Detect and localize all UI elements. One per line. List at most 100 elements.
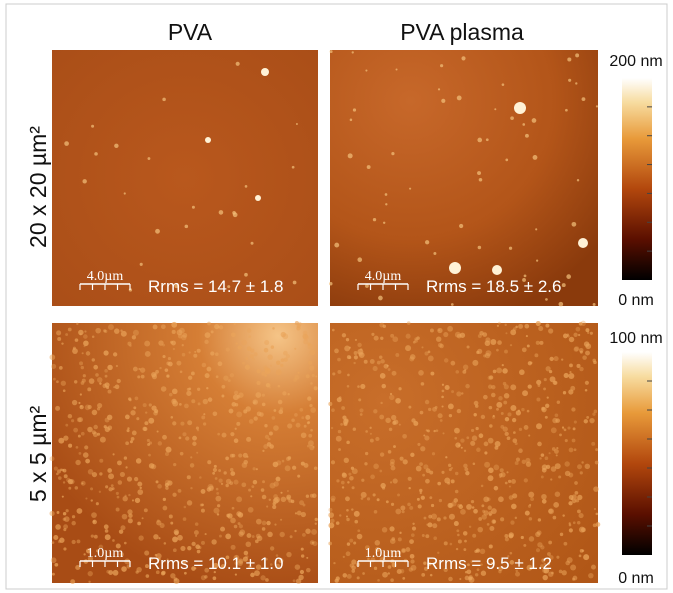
grain — [196, 549, 201, 554]
grain — [139, 367, 146, 373]
grain — [577, 521, 581, 525]
grain — [255, 539, 259, 544]
grain — [85, 351, 91, 356]
grain — [337, 429, 342, 434]
grain — [190, 371, 195, 376]
grain — [81, 482, 84, 485]
grain — [456, 95, 462, 101]
grain — [230, 332, 236, 338]
grain — [172, 347, 176, 351]
grain — [282, 333, 289, 340]
grain — [233, 438, 239, 444]
colorbar-max: 100 nm — [609, 330, 662, 347]
grain — [373, 409, 378, 414]
grain — [448, 413, 453, 418]
grain — [61, 495, 64, 498]
grain — [79, 361, 84, 366]
grain — [287, 423, 293, 429]
grain — [541, 406, 547, 413]
grain — [57, 476, 62, 480]
grain — [426, 429, 430, 433]
grain — [462, 531, 468, 536]
grain — [382, 571, 388, 578]
grain — [135, 570, 139, 574]
grain — [280, 491, 283, 494]
grain — [503, 400, 508, 405]
grain — [545, 403, 550, 408]
grain — [191, 205, 195, 209]
grain — [268, 431, 273, 436]
grain — [339, 514, 342, 517]
grain — [420, 495, 425, 500]
grain — [547, 552, 551, 556]
grain — [91, 358, 95, 362]
grain — [218, 210, 224, 215]
grain — [168, 514, 173, 519]
grain — [61, 342, 64, 345]
grain — [555, 454, 558, 457]
grain — [419, 462, 423, 467]
grain — [370, 474, 375, 480]
grain — [531, 118, 537, 123]
grain — [204, 567, 210, 573]
grain — [296, 510, 302, 516]
grain — [472, 462, 476, 466]
grain — [84, 330, 87, 333]
grain — [506, 436, 511, 441]
grain — [75, 564, 81, 571]
grain — [481, 504, 485, 508]
grain — [366, 165, 371, 169]
grain — [178, 327, 185, 334]
grain — [267, 531, 273, 538]
grain — [550, 478, 553, 481]
grain — [272, 502, 276, 506]
grain — [492, 414, 495, 417]
particle — [261, 68, 269, 76]
grain — [562, 427, 565, 430]
grain — [541, 467, 547, 473]
grain — [492, 369, 497, 374]
grain — [410, 564, 417, 571]
afm-surface — [52, 50, 318, 306]
grain — [213, 464, 217, 468]
grain — [255, 564, 262, 570]
grain — [365, 284, 369, 288]
grain — [201, 503, 204, 507]
grain — [120, 329, 123, 332]
grain — [274, 523, 277, 526]
grain — [466, 436, 470, 440]
grain — [288, 498, 293, 503]
grain — [220, 526, 226, 532]
grain — [137, 481, 143, 487]
grain — [278, 558, 284, 564]
grain — [248, 419, 254, 424]
grain — [353, 351, 358, 355]
grain — [535, 228, 538, 231]
scale-bar-label: 1.0µm — [87, 546, 124, 561]
grain — [264, 340, 270, 346]
grain — [427, 355, 434, 362]
grain — [236, 511, 242, 517]
grain — [341, 486, 345, 489]
grain — [431, 452, 436, 456]
grain — [360, 491, 367, 498]
grain — [427, 561, 432, 566]
grain — [541, 493, 547, 500]
grain — [170, 573, 176, 579]
grain — [181, 344, 184, 347]
grain — [76, 508, 83, 514]
grain — [195, 534, 198, 537]
grain — [172, 492, 177, 497]
grain — [438, 498, 443, 503]
grain — [231, 402, 237, 407]
grain — [138, 535, 144, 541]
grain — [497, 340, 502, 345]
grain — [309, 540, 315, 545]
grain — [186, 390, 192, 396]
grain — [287, 393, 290, 396]
grain — [144, 421, 149, 426]
grain — [501, 83, 505, 86]
grain — [251, 485, 255, 488]
grain — [63, 524, 69, 530]
grain — [235, 61, 240, 66]
